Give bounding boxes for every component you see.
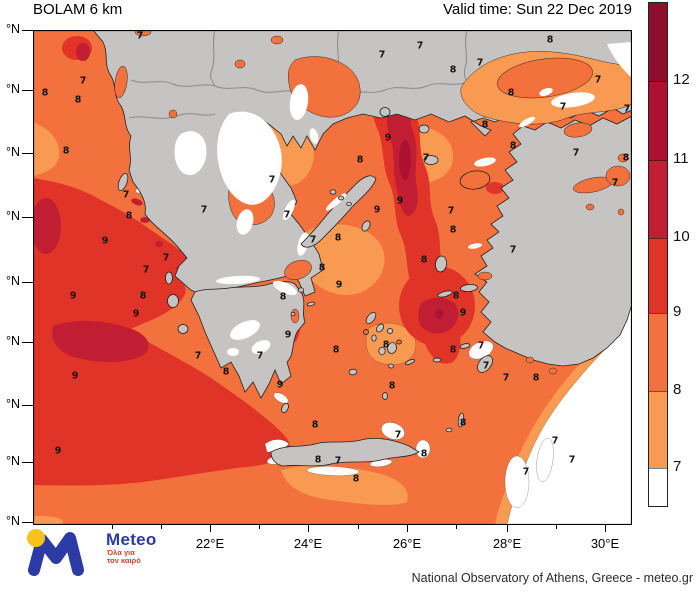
lat-label: °N [5, 209, 20, 223]
colorbar-segment [649, 313, 667, 391]
logo-tagline-line2: τον καιρό [107, 556, 141, 565]
colorbar-segment [649, 468, 667, 506]
lon-tick [507, 525, 508, 532]
lat-tick [22, 90, 33, 91]
lat-tick [22, 405, 33, 406]
lat-tick [22, 153, 33, 154]
lon-minor-tick [556, 525, 557, 529]
lat-tick [22, 217, 33, 218]
model-title: BOLAM 6 km [33, 1, 123, 18]
lon-tick-label: 26°E [392, 536, 422, 551]
lon-tick-label: 28°E [492, 536, 522, 551]
colorbar-segment [649, 3, 667, 81]
colorbar-tick-label: 9 [673, 303, 682, 320]
lon-tick-label: 30°E [590, 536, 620, 551]
lon-minor-tick [259, 525, 260, 529]
lat-tick [22, 282, 33, 283]
colorbar [648, 2, 668, 507]
lon-tick [210, 525, 211, 532]
lon-minor-tick [456, 525, 457, 529]
lon-tick-label: 24°E [293, 536, 323, 551]
lat-label: °N [5, 22, 20, 36]
lat-label: °N [5, 274, 20, 288]
lat-label: °N [5, 454, 20, 468]
logo-m-glyph [28, 532, 84, 576]
colorbar-tick-label: 11 [673, 150, 689, 167]
colorbar-segment [649, 391, 667, 468]
lat-label: °N [5, 397, 20, 411]
lat-label: °N [5, 145, 20, 159]
lat-tick [22, 342, 33, 343]
lon-minor-tick [358, 525, 359, 529]
colorbar-tick-label: 7 [673, 458, 682, 475]
lat-label: °N [5, 514, 20, 528]
logo-brand-text: Meteo [106, 530, 157, 549]
colorbar-segment [649, 160, 667, 238]
lat-tick [22, 522, 33, 523]
logo-sun-icon [27, 529, 45, 547]
lon-tick [308, 525, 309, 532]
lon-tick-label: 22°E [195, 536, 225, 551]
map-graphic [33, 30, 632, 525]
colorbar-segment [649, 238, 667, 313]
colorbar-tick-label: 10 [673, 228, 690, 245]
lon-minor-tick [161, 525, 162, 529]
meteo-logo: Meteo Όλα για τον καιρό [22, 522, 182, 578]
valid-time: Valid time: Sun 22 Dec 2019 [442, 1, 632, 18]
logo-tagline-line1: Όλα για [107, 548, 135, 557]
lon-tick [407, 525, 408, 532]
lat-label: °N [5, 334, 20, 348]
lon-minor-tick [112, 525, 113, 529]
lat-tick [22, 462, 33, 463]
lat-label: °N [5, 82, 20, 96]
lat-tick [22, 30, 33, 31]
attribution-text: National Observatory of Athens, Greece -… [411, 571, 693, 585]
lon-tick [605, 525, 606, 532]
meteo-logo-mark [27, 529, 84, 576]
colorbar-tick-label: 8 [673, 381, 682, 398]
colorbar-tick-label: 12 [673, 71, 690, 88]
colorbar-segment [649, 81, 667, 160]
